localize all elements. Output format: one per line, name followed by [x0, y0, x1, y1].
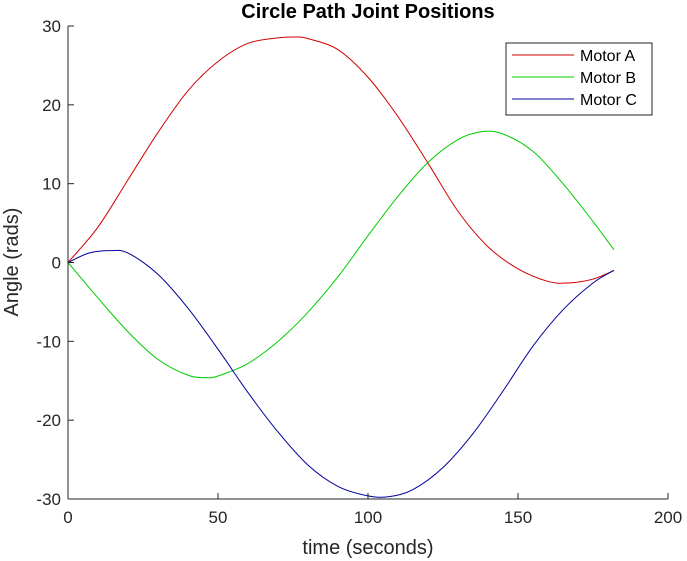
x-tick-label: 50 [209, 508, 228, 527]
legend-entry: Motor B [580, 70, 636, 87]
series-line-motor-c [67, 249, 615, 498]
y-tick-label: 10 [42, 175, 61, 194]
y-tick-label: 20 [42, 96, 61, 115]
x-tick-label: 0 [63, 508, 72, 527]
ticks-layer: 0 50 100 150 200 -30 -20 -10 0 10 20 30 [36, 17, 682, 527]
y-tick-label: -30 [36, 490, 61, 509]
y-axis-label: Angle (rads) [1, 208, 23, 317]
series-line-motor-b [67, 130, 615, 379]
x-axis-label: time (seconds) [302, 537, 433, 559]
legend-entry: Motor A [580, 48, 635, 65]
x-tick-label: 150 [504, 508, 532, 527]
series-line-motor-a [67, 36, 615, 284]
y-tick-label: 0 [52, 254, 61, 273]
x-tick-label: 200 [654, 508, 682, 527]
chart-title: Circle Path Joint Positions [241, 1, 494, 23]
legend: Motor A Motor B Motor C [505, 42, 653, 116]
y-tick-label: -20 [36, 411, 61, 430]
y-tick-label: -10 [36, 332, 61, 351]
legend-entry: Motor C [580, 92, 637, 109]
series-layer [67, 36, 615, 498]
x-tick-label: 100 [354, 508, 382, 527]
y-tick-label: 30 [42, 17, 61, 36]
